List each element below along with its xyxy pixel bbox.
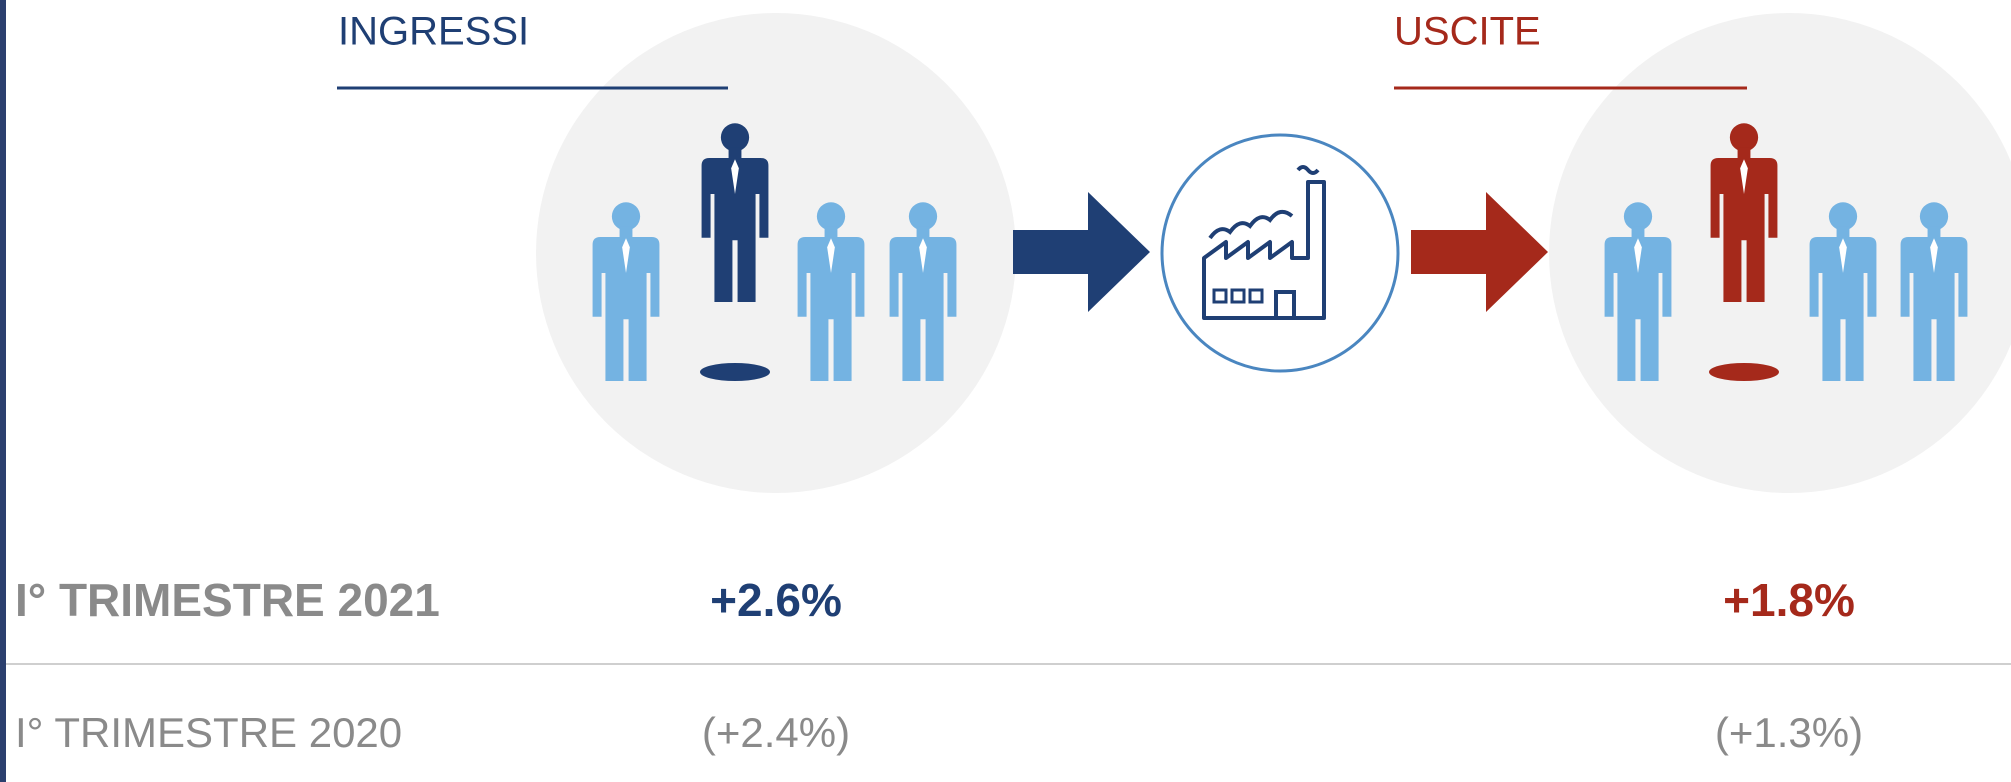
factory-icon: [1160, 133, 1400, 373]
arrow-out: [1411, 192, 1548, 312]
value-in: (+2.4%): [702, 709, 850, 756]
value-out: +1.8%: [1723, 574, 1855, 626]
circle-left: [536, 13, 1016, 493]
heading-left: INGRESSI: [338, 10, 529, 54]
edge-strip: [0, 0, 6, 782]
value-in: +2.6%: [710, 574, 842, 626]
row-label: I° TRIMESTRE 2021: [15, 574, 440, 626]
arrow-in: [1013, 192, 1150, 312]
shadow-right: [1709, 363, 1779, 381]
value-out: (+1.3%): [1715, 709, 1863, 756]
row-label: I° TRIMESTRE 2020: [15, 709, 402, 756]
shadow-left: [700, 363, 770, 381]
circle-right: [1549, 13, 2011, 493]
heading-right: USCITE: [1394, 10, 1541, 54]
